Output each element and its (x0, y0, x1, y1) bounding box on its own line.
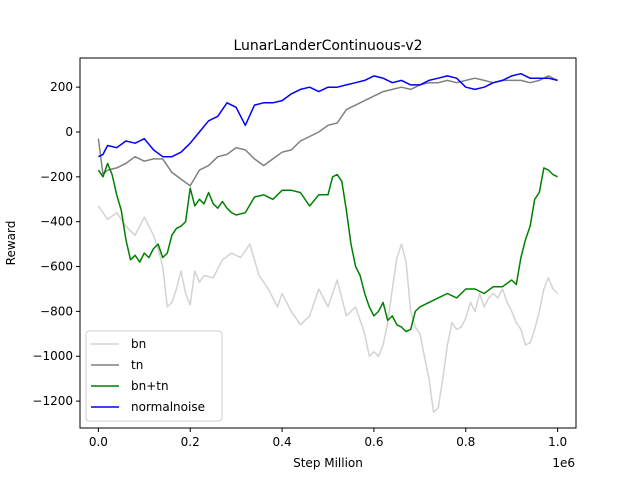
legend-box (85, 330, 223, 422)
y-tick-label: −200 (40, 170, 73, 184)
legend-label: bn+tn (131, 379, 169, 393)
y-tick-label: −400 (40, 215, 73, 229)
y-tick-label: 0 (65, 125, 73, 139)
y-axis: −1200 −1000 −800 −600 −400 −200 0 200 (32, 80, 80, 408)
x-tick-label: 1.0 (548, 435, 567, 449)
legend-label: normalnoise (131, 400, 205, 414)
chart-title: LunarLanderContinuous-v2 (233, 38, 422, 54)
x-axis-offset-label: 1e6 (552, 456, 575, 470)
x-tick-label: 0.4 (273, 435, 292, 449)
y-tick-label: 200 (50, 80, 73, 94)
x-axis: 0.0 0.2 0.4 0.6 0.8 1.0 (89, 428, 567, 449)
x-tick-label: 0.8 (456, 435, 475, 449)
legend-label: bn (131, 337, 146, 351)
series-line-bn-tn (97, 162, 558, 333)
series-line-bn (97, 205, 559, 414)
y-tick-label: −800 (40, 304, 73, 318)
legend: bn tn bn+tn normalnoise (85, 330, 223, 422)
series-line-normalnoise (98, 72, 558, 158)
x-tick-label: 0.0 (89, 435, 108, 449)
series-layer (97, 72, 559, 414)
x-tick-label: 0.2 (181, 435, 200, 449)
y-axis-title: Reward (4, 221, 18, 266)
plot-frame (79, 57, 577, 429)
y-tick-label: −600 (40, 260, 73, 274)
series-line-tn (97, 75, 558, 187)
plot-area (79, 57, 577, 429)
legend-label: tn (131, 358, 143, 372)
x-tick-label: 0.6 (364, 435, 383, 449)
x-axis-title: Step Million (293, 456, 363, 470)
y-tick-label: −1000 (32, 349, 73, 363)
y-tick-label: −1200 (32, 394, 73, 408)
